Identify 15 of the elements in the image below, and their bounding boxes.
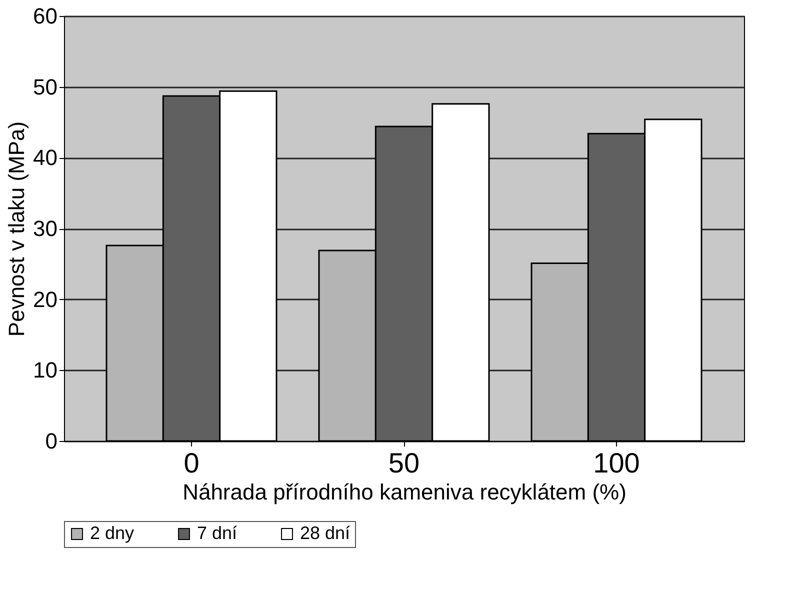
y-tick-label: 10 (33, 358, 58, 383)
legend-label: 2 dny (90, 523, 134, 543)
y-tick-label: 0 (45, 428, 58, 454)
y-tick-label: 40 (33, 145, 58, 170)
legend-label: 28 dní (300, 523, 350, 543)
x-axis-title: Náhrada přírodního kameniva recyklátem (%) (182, 480, 626, 504)
y-tick-label: 60 (33, 4, 58, 28)
y-tick-label: 50 (33, 74, 58, 100)
y-tick-label: 20 (33, 286, 58, 312)
x-tick-label: 50 (388, 448, 420, 478)
x-tick-label: 0 (184, 448, 200, 478)
y-axis-title: Pevnost v tlaku (MPa) (4, 121, 30, 337)
legend-label: 7 dní (197, 523, 238, 543)
y-tick-label: 30 (33, 216, 58, 241)
x-tick-label: 100 (593, 448, 640, 478)
